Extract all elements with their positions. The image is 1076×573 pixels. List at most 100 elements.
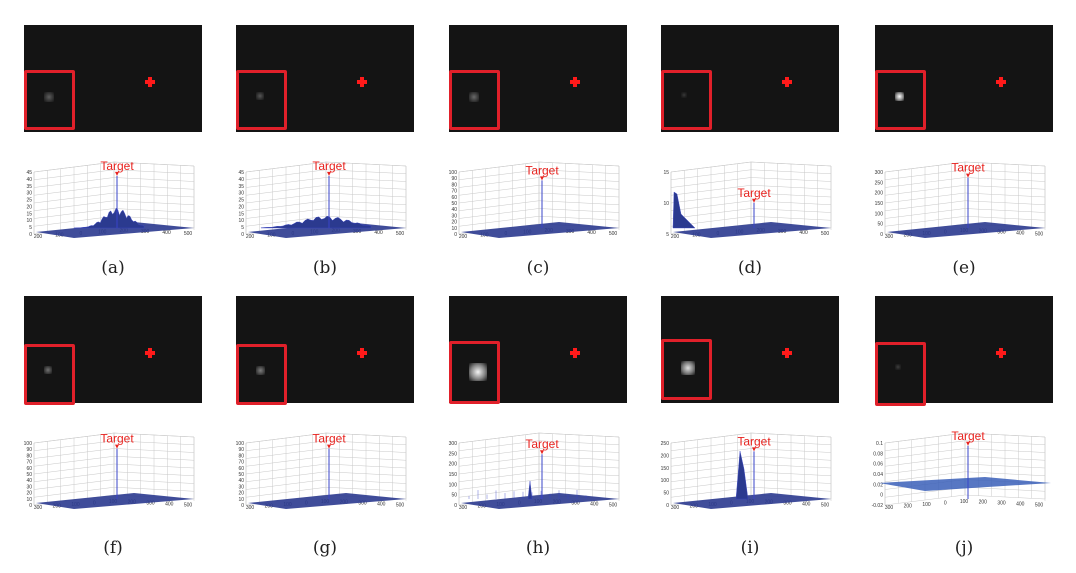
y-tick-label: 10 [26,497,32,503]
panel-j: 0.1 0.08 0.06 0.04 0.02 0 -0.02 300 200 100 0 100 20… [872,296,1075,558]
x-tick-label: 100 [960,499,969,505]
y-tick-label: 150 [661,466,670,472]
y-tick-label: 200 [875,191,884,197]
surface-floor [36,222,194,238]
y-tick-label: 15 [663,170,669,176]
x-tick-label: 400 [374,230,383,236]
detection-box [236,344,287,405]
y-tick-label: 50 [663,491,669,497]
target-label: Target [312,432,346,446]
y-tick-label: 0.08 [873,451,883,457]
panel-caption: (d) [737,258,763,278]
panel-caption: (h) [525,538,551,558]
y-tick-label: 0 [29,232,32,238]
plot-grid [670,161,832,235]
plot-grid [458,161,620,235]
x-tick-label: 0 [944,501,947,507]
y-tick-label: 30 [238,191,244,197]
frame-image [661,25,839,132]
frame-image [24,25,202,132]
frame-image [24,296,202,405]
x-tick-label: 300 [997,230,1006,236]
y-tick-label: 0 [454,503,457,509]
surface-noise [468,480,587,500]
x-tick-label: 300 [885,234,894,240]
x-tick-label: 300 [783,501,792,507]
y-tick-label: 10 [663,201,669,207]
panel-d: 151052001000100200300400500Target(d) [661,25,861,278]
y-tick-label: 50 [451,201,457,207]
x-tick-label: 500 [396,231,405,237]
surface-noise [672,191,696,229]
y-tick-label: 200 [661,453,670,459]
panel-e: 3002502001501005003002001000100200300400… [875,25,1075,278]
y-tick-label: 40 [238,478,244,484]
y-tick-label: 150 [449,472,458,478]
y-tick-label: 50 [451,493,457,499]
target-label: Target [951,429,985,443]
y-tick-label: 0.06 [873,462,883,468]
x-tick-label: 200 [246,234,255,240]
panel-caption: (e) [952,258,976,278]
frame-image [449,25,627,132]
target-spot [256,366,265,375]
surface-noise [73,207,145,229]
x-tick-label: 200 [478,504,487,510]
y-tick-label: 250 [449,451,458,457]
detection-box [661,70,712,130]
target-spot [681,361,695,375]
response-surface-plot: 2502001501005003002001000100200300400500… [661,432,832,511]
detection-box [661,339,712,400]
panel-caption: (i) [740,538,760,558]
target-spot [44,92,54,102]
y-tick-label: 0 [241,232,244,238]
response-surface-plot: 1009080706050403020100300200100010020030… [236,432,407,511]
target-spot [44,366,52,374]
reference-marker [357,77,367,87]
target-arrow-icon [540,176,544,181]
x-tick-label: 400 [799,230,808,236]
y-tick-label: 40 [451,207,457,213]
y-tick-label: 0 [880,232,883,238]
y-tick-label: 250 [661,441,670,447]
y-tick-label: 10 [238,218,244,224]
x-tick-label: 400 [1016,231,1025,237]
surface-floor [673,222,831,238]
response-surface-plot: 151052001000100200300400500Target [663,161,832,240]
y-tick-label: 250 [875,180,884,186]
detection-box [24,70,75,130]
y-tick-label: 30 [26,191,32,197]
y-tick-label: 25 [238,198,244,204]
x-tick-label: 300 [671,505,680,511]
y-tick-label: 15 [238,211,244,217]
detection-box [449,70,500,130]
frame-image [661,296,839,403]
x-tick-label: 500 [1035,232,1044,238]
surface-floor [36,493,194,509]
surface-noise [735,450,749,500]
target-arrow-icon [966,173,970,178]
target-label: Target [525,437,559,451]
y-tick-label: 35 [238,184,244,190]
x-tick-label: 500 [396,503,405,509]
x-tick-label: 500 [821,231,830,237]
y-tick-label: 10 [451,226,457,232]
y-tick-label: 20 [238,204,244,210]
frame-image [236,296,414,405]
plot-grid [884,432,1046,506]
x-tick-label: 300 [358,501,367,507]
y-tick-label: 40 [238,177,244,183]
response-surface-plot: 4540353025201510502001000100200300400500… [238,159,407,240]
x-tick-label: 500 [184,231,193,237]
y-tick-label: 0 [29,503,32,509]
y-tick-label: 0.1 [876,441,883,447]
y-tick-label: 10 [238,497,244,503]
x-tick-label: 300 [571,501,580,507]
x-tick-label: 200 [671,234,680,240]
y-tick-label: 0 [880,493,883,499]
y-tick-label: 20 [238,491,244,497]
y-tick-label: 70 [238,460,244,466]
frame-image [449,296,627,404]
frame-image [236,25,414,132]
y-tick-label: 100 [236,441,245,447]
